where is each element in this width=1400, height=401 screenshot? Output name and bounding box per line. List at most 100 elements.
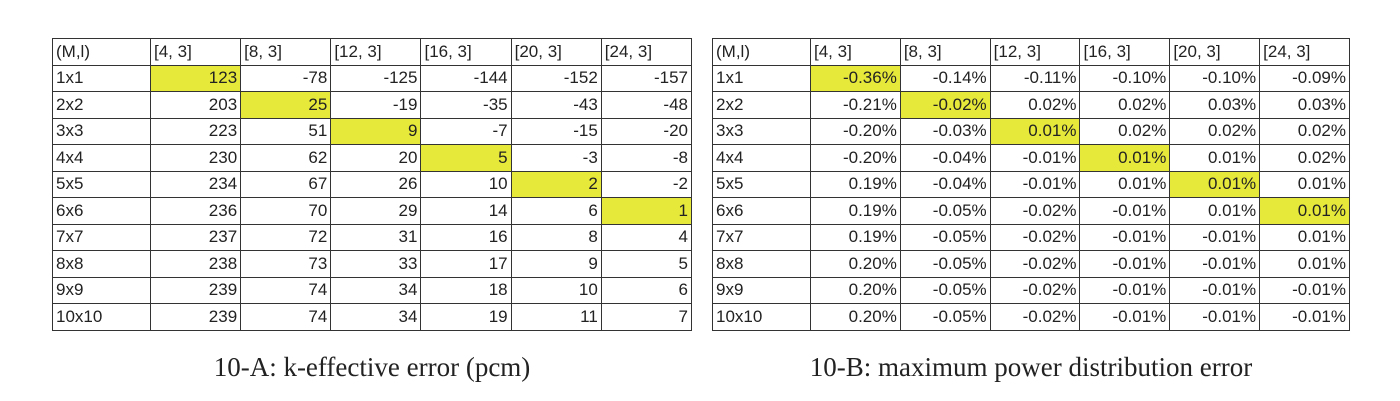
- cell: 6: [510, 197, 602, 225]
- row-label: 5x5: [712, 170, 811, 198]
- cell: 29: [330, 197, 422, 225]
- table-row: 1x1 123 -78 -125 -144 -152 -157: [52, 64, 693, 92]
- cell: 18: [420, 276, 512, 304]
- cell: 19: [420, 303, 512, 331]
- header-cell: [20, 3]: [1169, 38, 1261, 66]
- cell: 0.20%: [810, 276, 901, 304]
- cell: 0.02%: [1259, 117, 1350, 145]
- table-row: 2x2 -0.21% -0.02% 0.02% 0.02% 0.03% 0.03%: [712, 91, 1350, 119]
- cell: 5: [420, 144, 512, 172]
- cell: -20: [600, 117, 693, 145]
- cell: 0.19%: [810, 197, 901, 225]
- cell: 8: [510, 223, 602, 251]
- row-label: 4x4: [712, 144, 811, 172]
- cell: -157: [600, 64, 693, 92]
- cell: 10: [510, 276, 602, 304]
- table-row: 3x3 -0.20% -0.03% 0.01% 0.02% 0.02% 0.02%: [712, 117, 1350, 145]
- table-row: 6x6 236 70 29 14 6 1: [52, 197, 693, 225]
- caption: 10-A: k-effective error (pcm): [213, 352, 531, 382]
- cell: -35: [420, 91, 512, 119]
- cell: 9: [330, 117, 422, 145]
- cell: 20: [330, 144, 422, 172]
- cell: -0.02%: [989, 276, 1081, 304]
- cell: 1: [600, 197, 693, 225]
- cell: -152: [510, 64, 602, 92]
- cell: 9: [510, 250, 602, 278]
- table-row: 9x9 0.20% -0.05% -0.02% -0.01% -0.01% -0.01%: [712, 276, 1350, 304]
- table-row: 5x5 0.19% -0.04% -0.01% 0.01% 0.01% 0.01%: [712, 170, 1350, 198]
- cell: 70: [240, 197, 332, 225]
- cell: 31: [330, 223, 422, 251]
- row-label: 1x1: [712, 64, 811, 92]
- row-label: 7x7: [52, 223, 151, 251]
- cell: 223: [149, 117, 242, 145]
- cell: -0.01%: [1079, 303, 1171, 331]
- cell: 2: [510, 170, 602, 198]
- cell: 6: [600, 276, 693, 304]
- row-label: 4x4: [52, 144, 151, 172]
- cell: -0.04%: [899, 170, 991, 198]
- cell: 230: [149, 144, 242, 172]
- cell: -0.01%: [1169, 276, 1261, 304]
- cell: 51: [240, 117, 332, 145]
- row-label: 7x7: [712, 223, 811, 251]
- cell: -0.05%: [899, 223, 991, 251]
- cell: 74: [240, 303, 332, 331]
- table-row: 1x1 -0.36% -0.14% -0.11% -0.10% -0.10% -0.09%: [712, 64, 1350, 92]
- cell: 0.03%: [1169, 91, 1261, 119]
- row-label: 3x3: [52, 117, 151, 145]
- table-row: 2x2 203 25 -19 -35 -43 -48: [52, 91, 693, 119]
- cell: -0.01%: [1079, 250, 1171, 278]
- cell: -0.11%: [989, 64, 1081, 92]
- cell: 72: [240, 223, 332, 251]
- cell: -0.03%: [899, 117, 991, 145]
- cell: -0.01%: [989, 144, 1081, 172]
- table-row: 10x10 239 74 34 19 11 7: [52, 303, 693, 331]
- cell: -144: [420, 64, 512, 92]
- cell: 0.01%: [1169, 144, 1261, 172]
- cell: -7: [420, 117, 512, 145]
- row-label: 9x9: [712, 276, 811, 304]
- cell: 10: [420, 170, 512, 198]
- cell: 0.01%: [1259, 223, 1350, 251]
- row-label: 8x8: [712, 250, 811, 278]
- cell: -0.01%: [1259, 276, 1350, 304]
- header-cell: [24, 3]: [1259, 38, 1350, 66]
- cell: -0.01%: [1259, 303, 1350, 331]
- row-label: 6x6: [52, 197, 151, 225]
- cell: 26: [330, 170, 422, 198]
- cell: 0.01%: [1259, 170, 1350, 198]
- cell: 0.01%: [1169, 197, 1261, 225]
- header-cell: [16, 3]: [1079, 38, 1171, 66]
- cell: 0.02%: [1079, 91, 1171, 119]
- cell: 234: [149, 170, 242, 198]
- header-row: (M,l) [4, 3] [8, 3] [12, 3] [16, 3] [20, 3] [2…: [712, 38, 1350, 66]
- table-row: 10x10 0.20% -0.05% -0.02% -0.01% -0.01% -0.01%: [712, 303, 1350, 331]
- cell: 11: [510, 303, 602, 331]
- table-row: 7x7 237 72 31 16 8 4: [52, 223, 693, 251]
- cell: -19: [330, 91, 422, 119]
- cell: 0.03%: [1259, 91, 1350, 119]
- cell: -0.05%: [899, 276, 991, 304]
- cell: -0.01%: [989, 170, 1081, 198]
- cell: 0.01%: [1079, 170, 1171, 198]
- header-cell: [4, 3]: [810, 38, 901, 66]
- cell: -48: [600, 91, 693, 119]
- cell: 237: [149, 223, 242, 251]
- cell: 16: [420, 223, 512, 251]
- table-row: 4x4 -0.20% -0.04% -0.01% 0.01% 0.01% 0.02%: [712, 144, 1350, 172]
- table-row: 8x8 238 73 33 17 9 5: [52, 250, 693, 278]
- cell: -0.10%: [1169, 64, 1261, 92]
- cell: -0.09%: [1259, 64, 1350, 92]
- cell: -125: [330, 64, 422, 92]
- row-label: 5x5: [52, 170, 151, 198]
- header-cell: [24, 3]: [600, 38, 693, 66]
- cell: -3: [510, 144, 602, 172]
- header-cell: [12, 3]: [330, 38, 422, 66]
- cell: -0.05%: [899, 197, 991, 225]
- cell: 74: [240, 276, 332, 304]
- header-cell: [16, 3]: [420, 38, 512, 66]
- cell: 123: [149, 64, 242, 92]
- header-cell: (M,l): [52, 38, 151, 66]
- cell: 5: [600, 250, 693, 278]
